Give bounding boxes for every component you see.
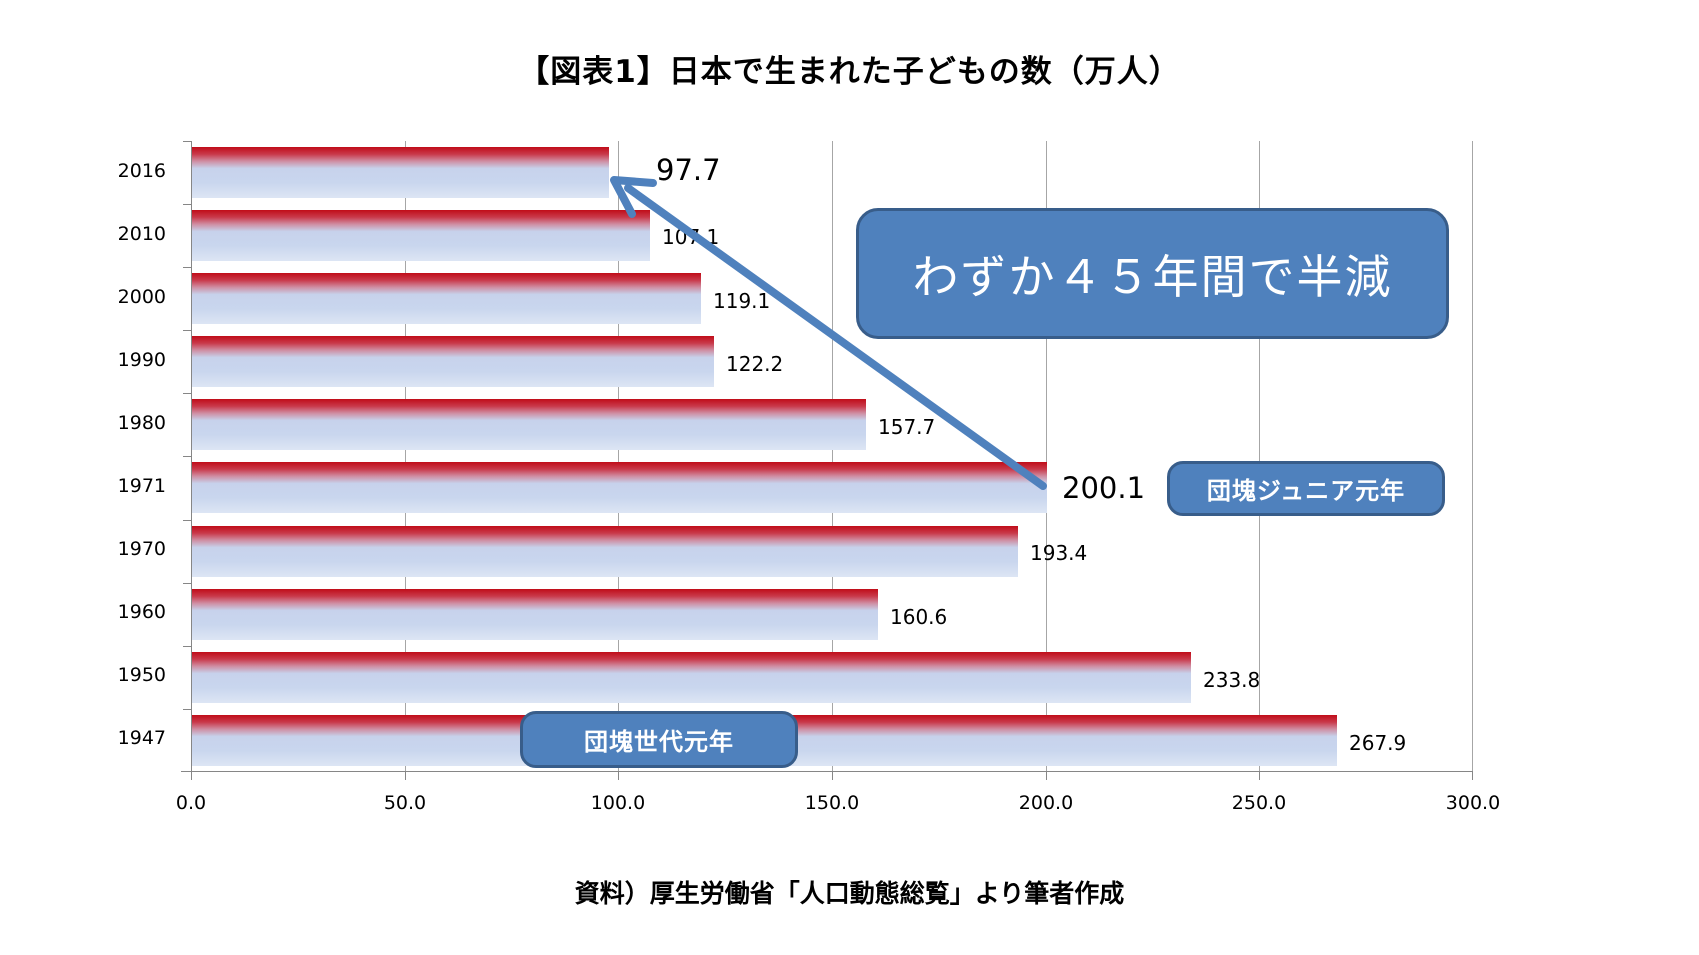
value-label: 193.4 (1030, 541, 1088, 565)
bar-1980 (192, 399, 866, 450)
value-label: 267.9 (1349, 731, 1407, 755)
x-tick-label: 250.0 (1231, 792, 1287, 814)
x-tick (1472, 772, 1473, 780)
bar-1971 (192, 462, 1047, 513)
x-tick (191, 772, 192, 780)
value-label: 157.7 (878, 415, 936, 439)
y-tick (183, 646, 191, 647)
category-label: 1960 (117, 601, 166, 623)
x-tick-label: 50.0 (383, 792, 427, 814)
x-tick (832, 772, 833, 780)
category-label: 1971 (117, 475, 166, 497)
y-tick (183, 330, 191, 331)
bar-1960 (192, 589, 878, 640)
y-axis (191, 141, 192, 772)
category-label: 2000 (117, 286, 166, 308)
callout-baby-boom-text: 団塊世代元年 (584, 728, 734, 756)
y-tick (183, 709, 191, 710)
bar-2010 (192, 210, 650, 261)
y-tick (183, 520, 191, 521)
gridline (405, 141, 406, 772)
y-tick (183, 141, 191, 142)
value-label: 200.1 (1062, 471, 1146, 505)
category-label: 2010 (117, 223, 166, 245)
x-tick-label: 100.0 (590, 792, 646, 814)
value-label: 97.7 (656, 153, 721, 187)
category-label: 1970 (117, 538, 166, 560)
value-label: 119.1 (713, 289, 771, 313)
x-axis (181, 771, 1473, 772)
plot-area: 2016 2010 2000 1990 1980 1971 1970 1960 … (118, 141, 1473, 780)
x-tick-label: 0.0 (175, 792, 207, 814)
bar-1950 (192, 652, 1191, 703)
callout-junior: 団塊ジュニア元年 (1167, 461, 1445, 516)
x-tick-label: 200.0 (1018, 792, 1074, 814)
bar-2000 (192, 273, 701, 324)
gridline (1259, 141, 1260, 772)
y-tick (183, 583, 191, 584)
x-tick (618, 772, 619, 780)
bar-1990 (192, 336, 714, 387)
chart-title: 【図表1】日本で生まれた子どもの数（万人） (518, 54, 1181, 90)
y-tick (183, 204, 191, 205)
bar-1970 (192, 526, 1018, 577)
value-label: 160.6 (890, 605, 948, 629)
callout-baby-boom: 団塊世代元年 (520, 711, 798, 768)
source-note: 資料）厚生労働省「人口動態総覧」より筆者作成 (574, 879, 1125, 908)
y-tick (183, 267, 191, 268)
y-tick (183, 456, 191, 457)
x-tick-label: 150.0 (804, 792, 860, 814)
category-label: 1947 (117, 727, 166, 749)
x-tick (1046, 772, 1047, 780)
x-tick (1259, 772, 1260, 780)
y-tick (183, 393, 191, 394)
value-label: 233.8 (1203, 668, 1261, 692)
x-tick-label: 300.0 (1445, 792, 1501, 814)
gridline (1472, 141, 1473, 772)
category-label: 1950 (117, 664, 166, 686)
category-label: 1980 (117, 412, 166, 434)
value-label: 107.1 (662, 225, 720, 249)
callout-halved-text: わずか４５年間で半減 (912, 249, 1393, 304)
callout-junior-text: 団塊ジュニア元年 (1206, 477, 1406, 505)
callout-halved: わずか４５年間で半減 (856, 208, 1449, 339)
bar-2016 (192, 147, 609, 198)
gridline (618, 141, 619, 772)
x-tick (405, 772, 406, 780)
category-label: 1990 (117, 349, 166, 371)
value-label: 122.2 (726, 352, 784, 376)
category-label: 2016 (117, 160, 166, 182)
